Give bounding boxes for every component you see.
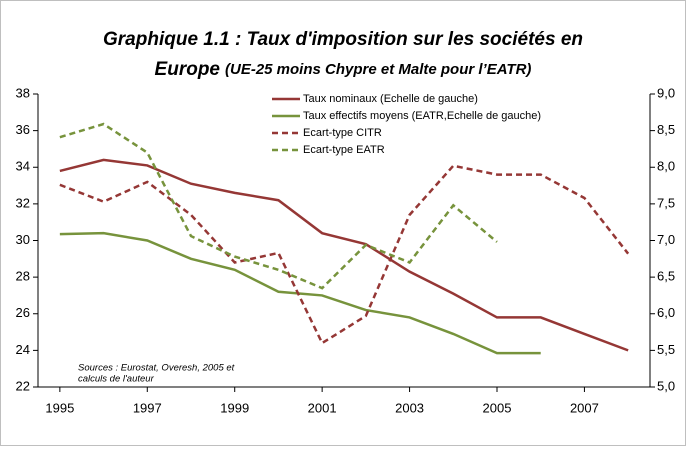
- y2-tick-label: 5,0: [657, 378, 675, 393]
- y-tick-label: 30: [16, 232, 30, 247]
- y2-tick-label: 9,0: [657, 85, 675, 100]
- title-part: Europe: [155, 59, 221, 80]
- series-line: [59, 231, 541, 355]
- x-tick-label: 2005: [483, 400, 512, 415]
- annotation: calculs de l'auteur: [78, 374, 155, 385]
- y2-tick-label: 7,0: [657, 232, 675, 247]
- series-line: [59, 122, 498, 290]
- y2-tick-label: 5,5: [657, 342, 675, 357]
- x-tick-label: 1995: [45, 400, 74, 415]
- x-tick-label: 2001: [308, 400, 337, 415]
- y-tick-label: 36: [16, 122, 30, 137]
- y-tick-label: 38: [16, 85, 30, 100]
- y-tick-label: 26: [16, 305, 30, 320]
- y-tick-label: 34: [16, 159, 30, 174]
- y2-tick-label: 6,5: [657, 269, 675, 284]
- y2-tick-label: 7,5: [657, 195, 675, 210]
- x-tick-label: 2003: [395, 400, 424, 415]
- y2-tick-label: 8,0: [657, 159, 675, 174]
- legend-label: Ecart-type EATR: [303, 144, 385, 156]
- chart-title-line2: Europe (UE-25 moins Chypre et Malte pour …: [155, 59, 532, 80]
- x-tick-label: 2007: [570, 400, 599, 415]
- legend-label: Taux nominaux (Echelle de gauche): [303, 93, 478, 105]
- y-tick-label: 24: [16, 342, 30, 357]
- series-line: [59, 164, 630, 345]
- y-tick-label: 32: [16, 195, 30, 210]
- y2-tick-label: 8,5: [657, 122, 675, 137]
- y-tick-label: 28: [16, 269, 30, 284]
- y2-tick-label: 6,0: [657, 305, 675, 320]
- chart-title: Graphique 1.1 : Taux d'imposition sur le…: [103, 29, 583, 50]
- legend-label: Ecart-type CITR: [303, 127, 382, 139]
- x-tick-label: 1999: [220, 400, 249, 415]
- annotation: Sources : Eurostat, Overesh, 2005 et: [78, 363, 235, 374]
- legend-label: Taux effectifs moyens (EATR,Echelle de g…: [303, 110, 541, 122]
- y-tick-label: 22: [16, 378, 30, 393]
- x-tick-label: 1997: [133, 400, 162, 415]
- subtitle: (UE-25 moins Chypre et Malte pour l’EATR…: [225, 61, 531, 78]
